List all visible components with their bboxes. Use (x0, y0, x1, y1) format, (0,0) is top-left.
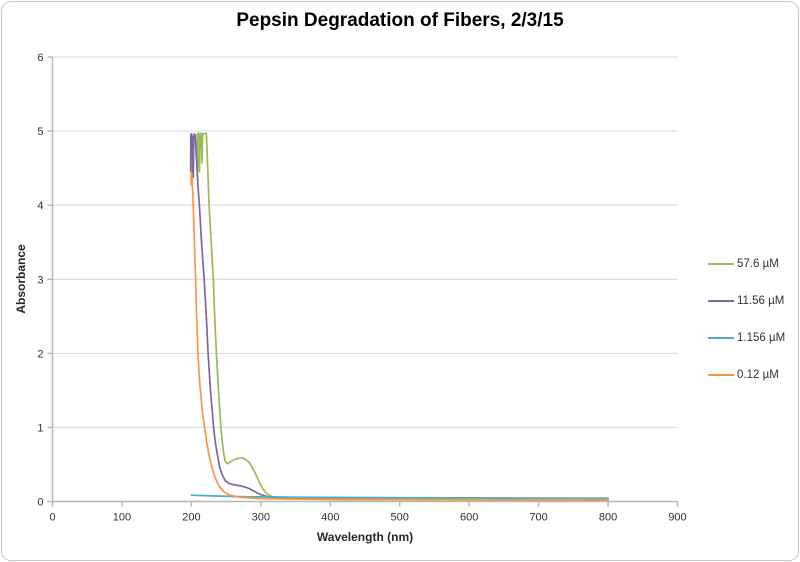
legend-item: 1.156 µM (708, 330, 785, 345)
x-tick-label: 500 (391, 512, 409, 524)
y-tick-label: 2 (37, 348, 43, 360)
legend-label: 1.156 µM (737, 331, 786, 344)
x-tick-label: 200 (182, 512, 200, 524)
legend-item: 0.12 µM (708, 367, 785, 382)
y-tick-label: 0 (37, 497, 43, 509)
legend-label: 11.56 µM (737, 294, 785, 307)
series-line (189, 133, 609, 501)
x-axis-label: Wavelength (nm) (316, 530, 414, 544)
x-tick-label: 400 (321, 512, 339, 524)
legend-swatch (708, 373, 734, 376)
y-tick-label: 3 (37, 274, 43, 286)
y-tick-label: 5 (37, 126, 43, 138)
x-tick-label: 600 (460, 512, 478, 524)
x-tick-label: 800 (599, 512, 617, 524)
legend-item: 11.56 µM (708, 293, 785, 308)
legend: 57.6 µM 11.56 µM 1.156 µM 0.12 µM (708, 256, 785, 404)
x-tick-label: 900 (668, 512, 686, 524)
legend-swatch (708, 262, 734, 265)
legend-label: 0.12 µM (737, 368, 779, 381)
x-tick-label: 0 (49, 512, 55, 524)
x-tick-label: 100 (113, 512, 131, 524)
x-tick-label: 300 (252, 512, 270, 524)
y-tick-label: 1 (37, 422, 43, 434)
series-line (190, 170, 609, 501)
y-tick-label: 6 (37, 52, 43, 64)
y-tick-label: 4 (37, 200, 43, 212)
legend-swatch (708, 336, 734, 339)
legend-label: 57.6 µM (737, 257, 779, 270)
x-tick-label: 700 (529, 512, 547, 524)
legend-item: 57.6 µM (708, 256, 785, 271)
legend-swatch (708, 299, 734, 302)
y-axis-label: Absorbance (14, 244, 28, 314)
chart-title: Pepsin Degradation of Fibers, 2/3/15 (236, 10, 564, 31)
series-line (190, 494, 609, 500)
series-line (196, 132, 609, 501)
